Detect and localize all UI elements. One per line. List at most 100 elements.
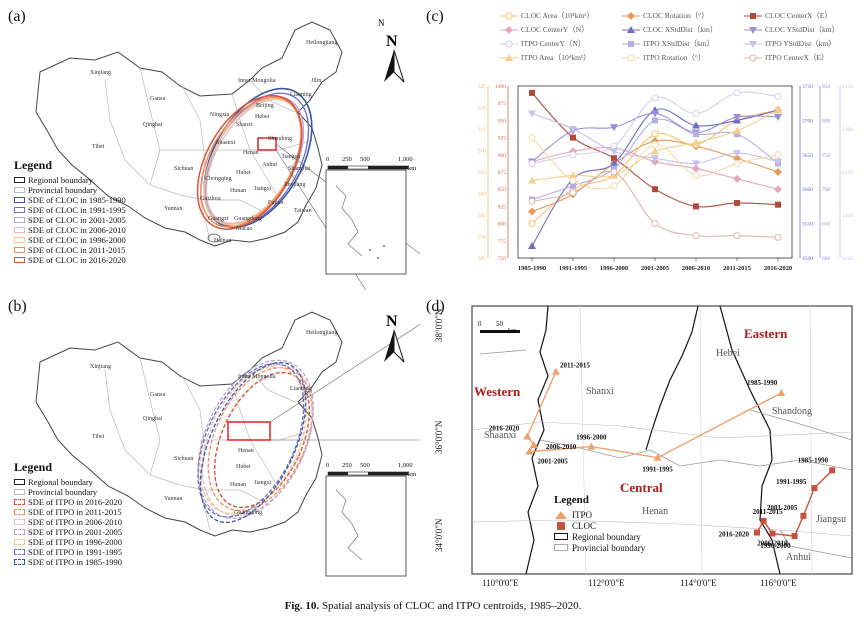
itpo-point-label: 2006-2010 bbox=[546, 443, 577, 451]
place-label: Heilongjiang bbox=[306, 40, 338, 46]
china-outline bbox=[35, 311, 343, 537]
legend-d-regional: Regional boundary bbox=[554, 531, 645, 542]
panel-a-label: (a) bbox=[8, 8, 26, 25]
data-point bbox=[528, 134, 536, 142]
legend-marker-icon bbox=[622, 40, 640, 47]
place-label: Fujian bbox=[268, 200, 284, 206]
y-tick-right-far: 1150 bbox=[842, 256, 853, 262]
scale-a-500: 500 bbox=[360, 156, 370, 163]
legend-swatch bbox=[14, 549, 25, 555]
place-label: Beijing bbox=[256, 103, 274, 109]
legend-label: Regional boundary bbox=[28, 477, 93, 487]
legend-swatch bbox=[14, 227, 25, 233]
itpo-point-label: 2016-2020 bbox=[489, 424, 520, 432]
legend-marker-icon bbox=[744, 54, 762, 61]
place-label: Guizhou bbox=[200, 196, 221, 202]
data-point bbox=[570, 134, 576, 141]
itpo-point-label: 1985-1990 bbox=[747, 379, 778, 387]
scale-b-1000: 1,000 bbox=[398, 462, 413, 469]
cloc-point-label: 2006-2010 bbox=[757, 540, 788, 548]
sde-ellipses-a bbox=[196, 87, 313, 230]
scale-d-50: 50 bbox=[496, 320, 503, 328]
provincial-boundary bbox=[749, 409, 853, 441]
y-tick-right-inner: 3550 bbox=[802, 222, 813, 228]
panel-b-label: (b) bbox=[8, 298, 27, 315]
cloc-point-label: 2016-2020 bbox=[719, 531, 750, 539]
cloc-point-label: 2011-2015 bbox=[753, 508, 783, 516]
panel-d: (d) 1985-1990 1991-1995 1996-2000 2001-2005… bbox=[420, 290, 866, 595]
data-point bbox=[610, 124, 618, 132]
data-point bbox=[651, 147, 659, 155]
x-tick-label: 2011-2015 bbox=[723, 265, 752, 272]
scale-b-250: 250 bbox=[342, 462, 352, 469]
y-tick-right-inner: 3750 bbox=[802, 84, 813, 90]
legend-marker bbox=[505, 25, 513, 34]
place-label: Hubei bbox=[236, 464, 251, 470]
y-tick-right-outer: 800 bbox=[822, 118, 831, 124]
data-point bbox=[733, 174, 741, 183]
place-label: Hebei bbox=[255, 114, 270, 120]
map-b-legend-item: SDE of ITPO in 2011-2015 bbox=[14, 507, 122, 517]
legend-swatch bbox=[14, 539, 25, 545]
legend-swatch bbox=[14, 257, 25, 263]
regional-boundary bbox=[719, 305, 781, 575]
svg-text:N: N bbox=[386, 33, 398, 50]
legend-d-itpo-label: ITPO bbox=[572, 509, 592, 520]
scale-b-unit: km bbox=[408, 471, 417, 478]
legend-marker-icon bbox=[744, 26, 762, 34]
legend-b: Legend Regional boundary Provincial bound… bbox=[14, 460, 122, 567]
itpo-point bbox=[587, 442, 596, 450]
chart-legend-label: CLOC Area（10⁴km²） bbox=[521, 11, 594, 20]
province-shandong: Shandong bbox=[772, 406, 812, 417]
data-point bbox=[774, 233, 782, 241]
map-a: N N bbox=[35, 18, 420, 290]
scale-bar-a bbox=[327, 165, 409, 170]
legend-marker bbox=[750, 12, 756, 19]
place-label: Chongqing bbox=[205, 176, 232, 182]
data-point bbox=[610, 142, 618, 150]
place-label: Zhejiang bbox=[284, 182, 306, 188]
line-chart: 325 320 315 310 305 300 295 290 285 1000 975 950 925… bbox=[478, 84, 854, 272]
connector-b-d bbox=[269, 324, 420, 423]
legend-marker bbox=[749, 40, 757, 48]
data-point bbox=[692, 121, 700, 129]
provincial-boundary bbox=[579, 305, 587, 575]
chart-legend-item: CLOC YStdDist（km） bbox=[744, 24, 839, 35]
y-tick-right-far: 1250 bbox=[842, 170, 853, 176]
series-line bbox=[528, 89, 782, 167]
legend-marker-icon bbox=[500, 40, 518, 47]
place-label: Jiangsu bbox=[282, 154, 300, 160]
y-tick-left-outer: 305 bbox=[478, 170, 487, 176]
series-line bbox=[528, 134, 782, 190]
data-point bbox=[774, 158, 782, 166]
inset-b bbox=[325, 475, 407, 577]
legend-marker bbox=[505, 12, 513, 19]
legend-label: SDE of ITPO in 2001-2005 bbox=[28, 527, 122, 537]
map-a-legend-item: SDE of CLOC in 1991-1995 bbox=[14, 205, 126, 215]
map-b-legend-item: SDE of ITPO in 1985-1990 bbox=[14, 557, 122, 567]
data-point bbox=[570, 182, 576, 189]
y-tick-right-far: 1350 bbox=[842, 84, 853, 90]
place-label: Shandong bbox=[268, 136, 292, 142]
y-tick-right-inner: 3500 bbox=[802, 256, 813, 262]
legend-label: Provincial boundary bbox=[28, 487, 98, 497]
caption-prefix: Fig. 10. bbox=[284, 600, 320, 612]
legend-marker-icon bbox=[622, 54, 640, 61]
legend-d-provincial: Provincial boundary bbox=[554, 542, 645, 553]
legend-a: Legend Regional boundary Provincial bound… bbox=[14, 158, 126, 265]
data-point bbox=[774, 185, 782, 194]
data-point bbox=[692, 110, 700, 118]
legend-swatch bbox=[14, 529, 25, 535]
map-b-legend-item: SDE of ITPO in 2001-2005 bbox=[14, 527, 122, 537]
chart-legend-label: ITPO CenterY（N） bbox=[521, 39, 586, 48]
legend-swatch bbox=[14, 489, 25, 495]
legend-label: SDE of CLOC in 2011-2015 bbox=[28, 245, 126, 255]
map-b-legend-item: SDE of ITPO in 2006-2010 bbox=[14, 517, 122, 527]
data-point bbox=[774, 113, 782, 121]
cloc-point bbox=[791, 533, 798, 540]
chart-legend-label: ITPO XStdDist（km） bbox=[643, 39, 715, 48]
data-point bbox=[692, 232, 700, 240]
data-point bbox=[610, 168, 618, 176]
data-point bbox=[734, 131, 740, 138]
region-central: Central bbox=[620, 480, 663, 495]
